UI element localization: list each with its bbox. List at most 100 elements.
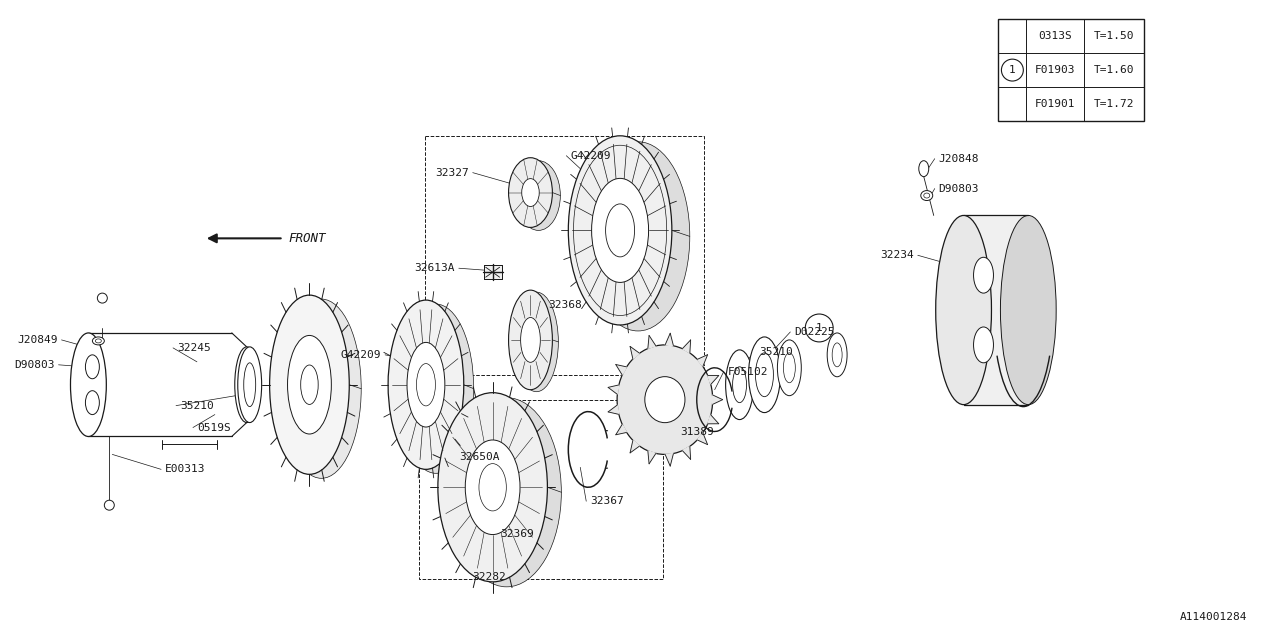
Text: 35210: 35210 — [759, 347, 794, 357]
Text: 32245: 32245 — [177, 343, 211, 353]
Polygon shape — [608, 405, 618, 414]
Bar — [484, 265, 502, 279]
Ellipse shape — [783, 353, 795, 383]
Text: D90803: D90803 — [938, 184, 979, 193]
Ellipse shape — [521, 317, 540, 362]
Polygon shape — [666, 333, 673, 346]
Ellipse shape — [522, 179, 539, 207]
Text: 35210: 35210 — [180, 401, 214, 411]
Bar — [419, 375, 663, 579]
Ellipse shape — [568, 136, 672, 325]
Text: F01901: F01901 — [1036, 99, 1075, 109]
Polygon shape — [964, 216, 1028, 404]
Text: 32369: 32369 — [500, 529, 534, 539]
Text: D90803: D90803 — [14, 360, 55, 370]
Bar — [425, 136, 704, 399]
Ellipse shape — [234, 347, 259, 422]
Ellipse shape — [438, 393, 548, 582]
Polygon shape — [630, 346, 640, 359]
Ellipse shape — [465, 440, 520, 534]
Ellipse shape — [749, 337, 781, 413]
Polygon shape — [630, 440, 640, 453]
Polygon shape — [648, 335, 655, 349]
Text: 32650A: 32650A — [458, 452, 499, 463]
Ellipse shape — [416, 364, 435, 406]
Ellipse shape — [238, 347, 261, 422]
Ellipse shape — [407, 342, 445, 427]
Ellipse shape — [452, 397, 562, 587]
Text: 1: 1 — [1009, 65, 1016, 75]
Ellipse shape — [617, 345, 713, 454]
Polygon shape — [682, 340, 691, 353]
Ellipse shape — [388, 300, 463, 469]
Text: 32368: 32368 — [548, 300, 582, 310]
Ellipse shape — [92, 337, 105, 345]
Text: 0313S: 0313S — [1038, 31, 1073, 41]
Polygon shape — [708, 376, 719, 385]
Ellipse shape — [508, 290, 553, 390]
Ellipse shape — [86, 390, 100, 415]
Text: J20848: J20848 — [938, 154, 979, 164]
Text: T=1.72: T=1.72 — [1093, 99, 1134, 109]
Ellipse shape — [591, 179, 649, 282]
Text: T=1.60: T=1.60 — [1093, 65, 1134, 75]
Ellipse shape — [86, 355, 100, 379]
Ellipse shape — [755, 353, 773, 397]
Ellipse shape — [515, 292, 558, 392]
Ellipse shape — [243, 363, 256, 406]
Ellipse shape — [288, 335, 332, 434]
Ellipse shape — [398, 304, 474, 474]
Ellipse shape — [479, 463, 507, 511]
Text: 32327: 32327 — [435, 168, 468, 178]
Text: D02225: D02225 — [795, 327, 835, 337]
Ellipse shape — [974, 327, 993, 363]
Ellipse shape — [777, 340, 801, 396]
Ellipse shape — [726, 350, 754, 420]
Text: G42209: G42209 — [571, 150, 611, 161]
Text: 32234: 32234 — [881, 250, 914, 260]
Bar — [998, 19, 1144, 121]
Ellipse shape — [732, 367, 746, 403]
Text: 1: 1 — [815, 323, 823, 333]
Text: 0519S: 0519S — [197, 422, 230, 433]
Ellipse shape — [936, 216, 992, 404]
Text: F05102: F05102 — [727, 367, 768, 377]
Ellipse shape — [924, 193, 929, 198]
Ellipse shape — [97, 293, 108, 303]
Ellipse shape — [920, 191, 933, 200]
Ellipse shape — [105, 500, 114, 510]
Text: F01903: F01903 — [1036, 65, 1075, 75]
Ellipse shape — [508, 157, 553, 227]
Text: 32613A: 32613A — [415, 263, 454, 273]
Text: T=1.50: T=1.50 — [1093, 31, 1134, 41]
Text: A114001284: A114001284 — [1180, 612, 1247, 621]
Polygon shape — [648, 451, 655, 464]
Ellipse shape — [645, 377, 685, 422]
Text: G42209: G42209 — [340, 350, 381, 360]
Polygon shape — [713, 395, 723, 404]
Ellipse shape — [605, 204, 635, 257]
Polygon shape — [666, 454, 673, 466]
Polygon shape — [698, 355, 708, 367]
Polygon shape — [682, 446, 691, 460]
Polygon shape — [708, 415, 719, 424]
Ellipse shape — [586, 142, 690, 331]
Ellipse shape — [301, 365, 319, 404]
Polygon shape — [608, 385, 618, 394]
Ellipse shape — [517, 161, 561, 230]
Ellipse shape — [270, 295, 349, 474]
Text: J20849: J20849 — [17, 335, 58, 345]
Text: 32367: 32367 — [590, 496, 623, 506]
Ellipse shape — [827, 333, 847, 377]
Text: 31389: 31389 — [680, 426, 713, 436]
Polygon shape — [698, 433, 708, 445]
Text: 32282: 32282 — [472, 572, 506, 582]
Polygon shape — [616, 365, 627, 375]
Text: E00313: E00313 — [165, 465, 206, 474]
Text: FRONT: FRONT — [288, 232, 326, 245]
Ellipse shape — [96, 339, 101, 343]
Ellipse shape — [70, 333, 106, 436]
Ellipse shape — [1001, 216, 1056, 404]
Ellipse shape — [282, 299, 361, 478]
Ellipse shape — [919, 161, 929, 177]
